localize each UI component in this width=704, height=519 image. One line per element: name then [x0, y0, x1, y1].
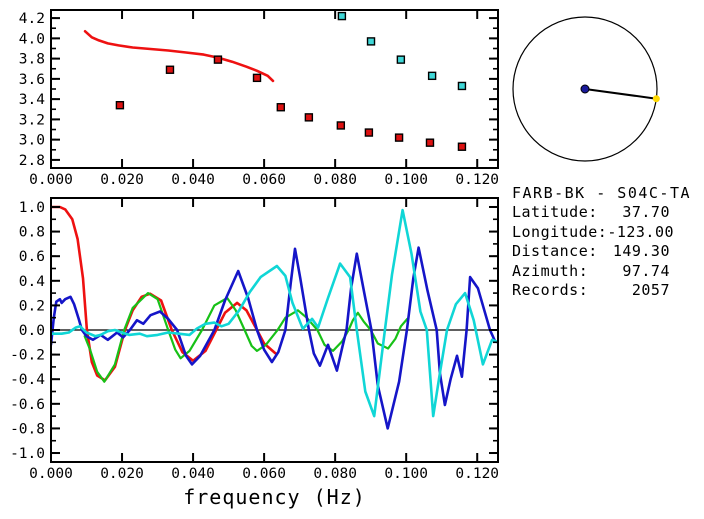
- red-velocity-points-marker: [213, 55, 223, 64]
- cyan-velocity-points-marker: [457, 81, 467, 91]
- cyan-velocity-points-marker: [366, 37, 376, 46]
- red-velocity-points: [115, 55, 467, 151]
- azimuth-dial: [512, 16, 660, 162]
- y-tick-label: 0.6: [19, 249, 45, 265]
- info-row-longitude: Longitude: -123.00: [512, 222, 674, 243]
- red-velocity-points-marker: [115, 101, 125, 110]
- x-tick-label: 0.060: [242, 172, 286, 188]
- y-tick-label: 4.0: [19, 31, 45, 47]
- correlation-traces-plot-area: [51, 205, 498, 430]
- x-tick-label: 0.080: [313, 172, 357, 188]
- red-velocity-points-marker: [364, 128, 374, 137]
- y-tick-label: -0.2: [10, 348, 45, 364]
- longitude-label: Longitude:: [512, 222, 608, 241]
- dispersion-curves-chart: 0.000 0.020 0.040 0.060 0.080 0.100 0.120 2.8 3.…: [19, 9, 499, 188]
- red-velocity-points-marker: [304, 113, 314, 122]
- y-tick-label: 1.0: [19, 200, 45, 216]
- y-tick-label: 0.4: [19, 274, 45, 290]
- cyan-velocity-points-marker: [396, 55, 406, 64]
- green-trace: [83, 292, 409, 383]
- x-tick-label: 0.000: [29, 466, 73, 482]
- info-row-records: Records: 2057: [512, 281, 670, 301]
- x-tick-label: 0.040: [171, 172, 215, 188]
- red-velocity-points-marker: [252, 73, 262, 83]
- station-info-panel: FARB-BK - S04C-TA Latitude: 37.70 Longit…: [512, 183, 702, 301]
- azimuth-value: 97.74: [622, 261, 670, 280]
- distance-label: Distance:: [512, 242, 598, 260]
- x-tick-label: 0.100: [384, 172, 428, 188]
- red-velocity-points-marker: [425, 138, 435, 147]
- y-tick-label: 3.4: [19, 92, 45, 108]
- y-tick-label: -0.8: [10, 421, 45, 437]
- azimuth-label: Azimuth:: [512, 261, 589, 280]
- x-tick-label: 0.100: [384, 466, 428, 482]
- red-velocity-points-marker: [165, 65, 175, 74]
- x-tick-label: 0.000: [29, 172, 73, 188]
- correlation-traces-chart: 0.000 0.020 0.040 0.060 0.080 0.100 0.120 -1.0 -…: [10, 197, 499, 509]
- y-tick-label: 0.0: [19, 323, 45, 339]
- red-trace: [51, 205, 277, 382]
- latitude-label: Latitude:: [512, 203, 598, 221]
- station-center-dot: [580, 84, 590, 94]
- red-velocity-points-marker: [457, 142, 467, 151]
- red-velocity-points-marker: [336, 121, 346, 130]
- cyan-velocity-points-marker: [337, 11, 347, 21]
- longitude-value: -123.00: [607, 222, 675, 241]
- x-tick-label: 0.020: [100, 172, 144, 188]
- x-tick-label: 0.020: [100, 466, 144, 482]
- station-pair-title: FARB-BK - S04C-TA: [512, 184, 692, 202]
- records-value: 2057: [631, 281, 670, 299]
- y-tick-label: 2.8: [19, 153, 45, 169]
- y-tick-label: 0.8: [19, 225, 45, 241]
- red-velocity-points-marker: [394, 133, 404, 142]
- latitude-value: 37.70: [622, 203, 670, 221]
- y-tick-label: 0.2: [19, 298, 45, 314]
- y-tick-label: -1.0: [10, 446, 45, 462]
- red-velocity-points-marker: [276, 103, 286, 112]
- x-tick-label: 0.120: [455, 172, 499, 188]
- info-row-latitude: Latitude: 37.70: [512, 203, 670, 223]
- cyan-velocity-points: [337, 11, 467, 91]
- y-tick-label: 3.8: [19, 52, 45, 68]
- x-tick-label: 0.040: [171, 466, 215, 482]
- y-tick-label: 4.2: [19, 11, 45, 27]
- y-tick-label: 3.6: [19, 72, 45, 88]
- blue-trace: [51, 246, 498, 430]
- info-row-azimuth: Azimuth: 97.74: [512, 262, 670, 282]
- distance-value: 149.30: [612, 242, 670, 260]
- x-tick-label: 0.120: [455, 466, 499, 482]
- station-edge-dot: [652, 95, 660, 103]
- azimuth-line: [584, 88, 657, 100]
- y-tick-label: -0.4: [10, 372, 45, 388]
- reference-velocity-curve: [83, 29, 275, 83]
- x-tick-label: 0.080: [313, 466, 357, 482]
- records-label: Records:: [512, 281, 589, 299]
- x-axis-label: frequency (Hz): [183, 485, 366, 509]
- cyan-velocity-points-marker: [427, 71, 437, 81]
- info-row-distance: Distance: 149.30: [512, 242, 670, 262]
- cyan-trace: [51, 208, 498, 418]
- y-tick-label: 3.0: [19, 133, 45, 149]
- dispersion-curves-plot-area: [83, 11, 467, 151]
- y-tick-label: -0.6: [10, 397, 45, 413]
- y-tick-label: 3.2: [19, 112, 45, 128]
- x-tick-label: 0.060: [242, 466, 286, 482]
- dial-circle: [512, 16, 658, 162]
